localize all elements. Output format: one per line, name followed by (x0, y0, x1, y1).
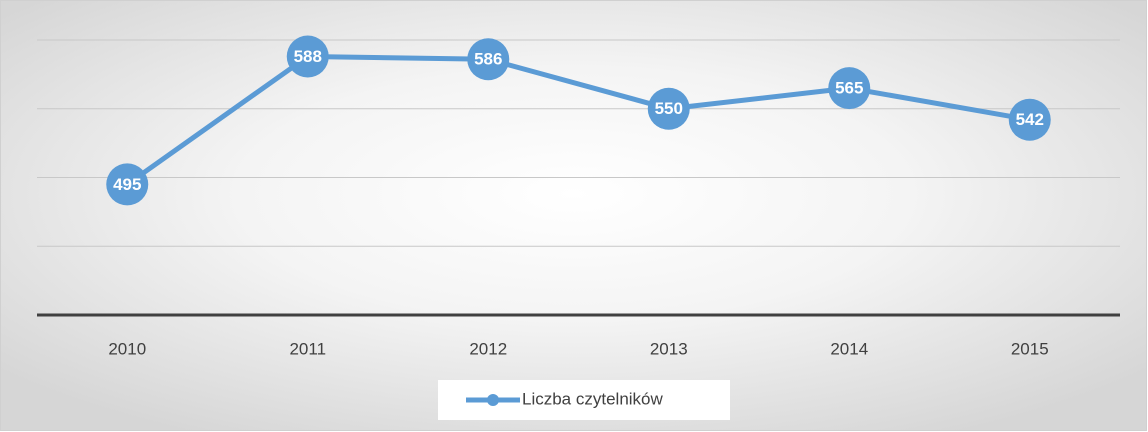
data-label: 588 (294, 47, 322, 66)
data-label: 495 (113, 175, 141, 194)
marker (1008, 98, 1051, 141)
x-tick-label: 2015 (1011, 339, 1049, 358)
x-tick-label: 2011 (289, 339, 326, 358)
marker (106, 163, 149, 206)
data-label: 550 (655, 99, 683, 118)
line (125, 54, 1031, 187)
data-label: 565 (835, 79, 863, 98)
legend-label: Liczba czytelników (522, 389, 664, 408)
data-label: 542 (1016, 110, 1044, 129)
x-tick-label: 2013 (650, 339, 688, 358)
x-tick-label: 2014 (830, 339, 868, 358)
marker (647, 87, 690, 130)
x-tick-label: 2010 (108, 339, 146, 358)
legend-marker (487, 394, 499, 406)
marker (828, 67, 871, 110)
marker (467, 38, 510, 81)
marker (286, 35, 329, 78)
x-tick-label: 2012 (469, 339, 507, 358)
data-label: 586 (474, 50, 502, 69)
